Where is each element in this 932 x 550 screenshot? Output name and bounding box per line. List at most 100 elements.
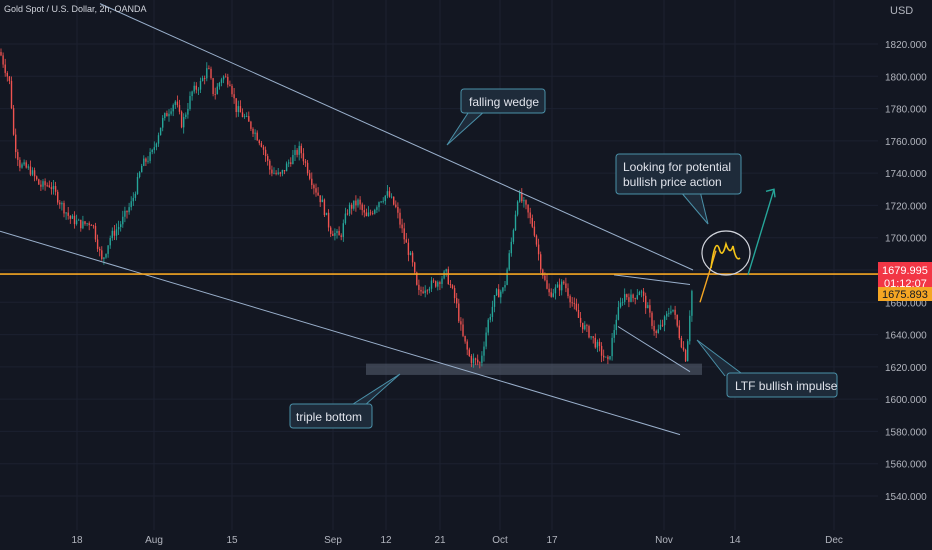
candle-body xyxy=(460,321,461,324)
callout-triple-bottom-text: triple bottom xyxy=(296,410,362,424)
candle-body xyxy=(624,294,625,302)
candle-body xyxy=(86,223,87,224)
candle-body xyxy=(248,116,249,122)
candle-body xyxy=(653,326,654,331)
candle-body xyxy=(687,341,688,361)
candle-body xyxy=(391,197,392,198)
candle-body xyxy=(212,78,213,94)
candle-body xyxy=(275,173,276,174)
candle-body xyxy=(187,109,188,115)
candle-body xyxy=(376,207,377,210)
candle-body xyxy=(462,324,463,335)
candle-body xyxy=(166,113,167,116)
candle-body xyxy=(257,133,258,141)
candle-body xyxy=(26,162,27,167)
candle-body xyxy=(185,115,186,117)
candle-body xyxy=(49,185,50,187)
candle-body xyxy=(597,342,598,348)
candle-body xyxy=(99,249,100,250)
candle-body xyxy=(397,207,398,213)
candle-body xyxy=(221,79,222,83)
candle-body xyxy=(452,285,453,288)
candle-body xyxy=(555,287,556,293)
candle-body xyxy=(454,288,455,298)
candle-body xyxy=(36,176,37,179)
candle-body xyxy=(336,231,337,233)
candle-body xyxy=(662,325,663,326)
candle-body xyxy=(21,164,22,167)
candle-body xyxy=(320,195,321,202)
candle-body xyxy=(322,200,323,202)
candle-body xyxy=(456,298,457,303)
candle-body xyxy=(614,330,615,338)
candle-body xyxy=(351,205,352,209)
candle-body xyxy=(55,186,56,192)
candle-body xyxy=(609,356,610,359)
candle-body xyxy=(303,153,304,161)
candle-body xyxy=(9,77,10,81)
candle-body xyxy=(229,85,230,86)
candle-body xyxy=(546,280,547,289)
candle-body xyxy=(660,325,661,329)
candle-body xyxy=(114,231,115,236)
candle-body xyxy=(527,205,528,213)
candle-body xyxy=(156,144,157,148)
candle-body xyxy=(368,213,369,217)
candle-body xyxy=(72,216,73,219)
candle-body xyxy=(107,245,108,253)
candle-body xyxy=(208,68,209,69)
candle-body xyxy=(565,283,566,288)
candle-body xyxy=(414,262,415,272)
candle-body xyxy=(494,295,495,307)
candle-body xyxy=(580,318,581,323)
y-tick-label: 1540.000 xyxy=(885,492,927,503)
callout-falling-wedge-text: falling wedge xyxy=(469,95,539,109)
candle-body xyxy=(330,227,331,233)
candle-body xyxy=(691,291,692,316)
candle-body xyxy=(246,116,247,117)
candle-body xyxy=(30,166,31,174)
candle-body xyxy=(334,233,335,236)
candle-body xyxy=(124,211,125,217)
candle-body xyxy=(425,290,426,292)
candle-body xyxy=(147,161,148,162)
y-tick-label: 1820.000 xyxy=(885,40,927,51)
candle-body xyxy=(364,210,365,212)
candle-body xyxy=(469,350,470,356)
candle-body xyxy=(341,235,342,237)
candle-body xyxy=(406,239,407,242)
candle-body xyxy=(448,269,449,284)
candle-body xyxy=(677,315,678,326)
candle-body xyxy=(569,296,570,302)
candle-body xyxy=(679,326,680,338)
candle-body xyxy=(639,292,640,295)
candle-body xyxy=(89,223,90,225)
candle-body xyxy=(84,221,85,224)
candle-body xyxy=(34,170,35,176)
candle-body xyxy=(635,298,636,299)
candle-body xyxy=(244,116,245,117)
candle-body xyxy=(450,284,451,285)
candle-body xyxy=(347,214,348,215)
candle-body xyxy=(143,159,144,166)
candle-body xyxy=(126,211,127,212)
candle-body xyxy=(439,282,440,284)
candle-body xyxy=(238,106,239,112)
candle-body xyxy=(490,317,491,320)
candle-body xyxy=(23,162,24,164)
support-zone xyxy=(366,364,702,375)
candle-body xyxy=(464,336,465,342)
candle-body xyxy=(118,227,119,229)
candle-body xyxy=(582,323,583,329)
y-tick-label: 1560.000 xyxy=(885,460,927,471)
candle-body xyxy=(651,313,652,326)
candle-body xyxy=(317,193,318,196)
candle-body xyxy=(401,225,402,229)
candle-body xyxy=(467,341,468,349)
x-tick-label: 18 xyxy=(71,535,83,546)
candle-body xyxy=(616,320,617,330)
candle-body xyxy=(38,179,39,184)
candle-body xyxy=(511,242,512,253)
